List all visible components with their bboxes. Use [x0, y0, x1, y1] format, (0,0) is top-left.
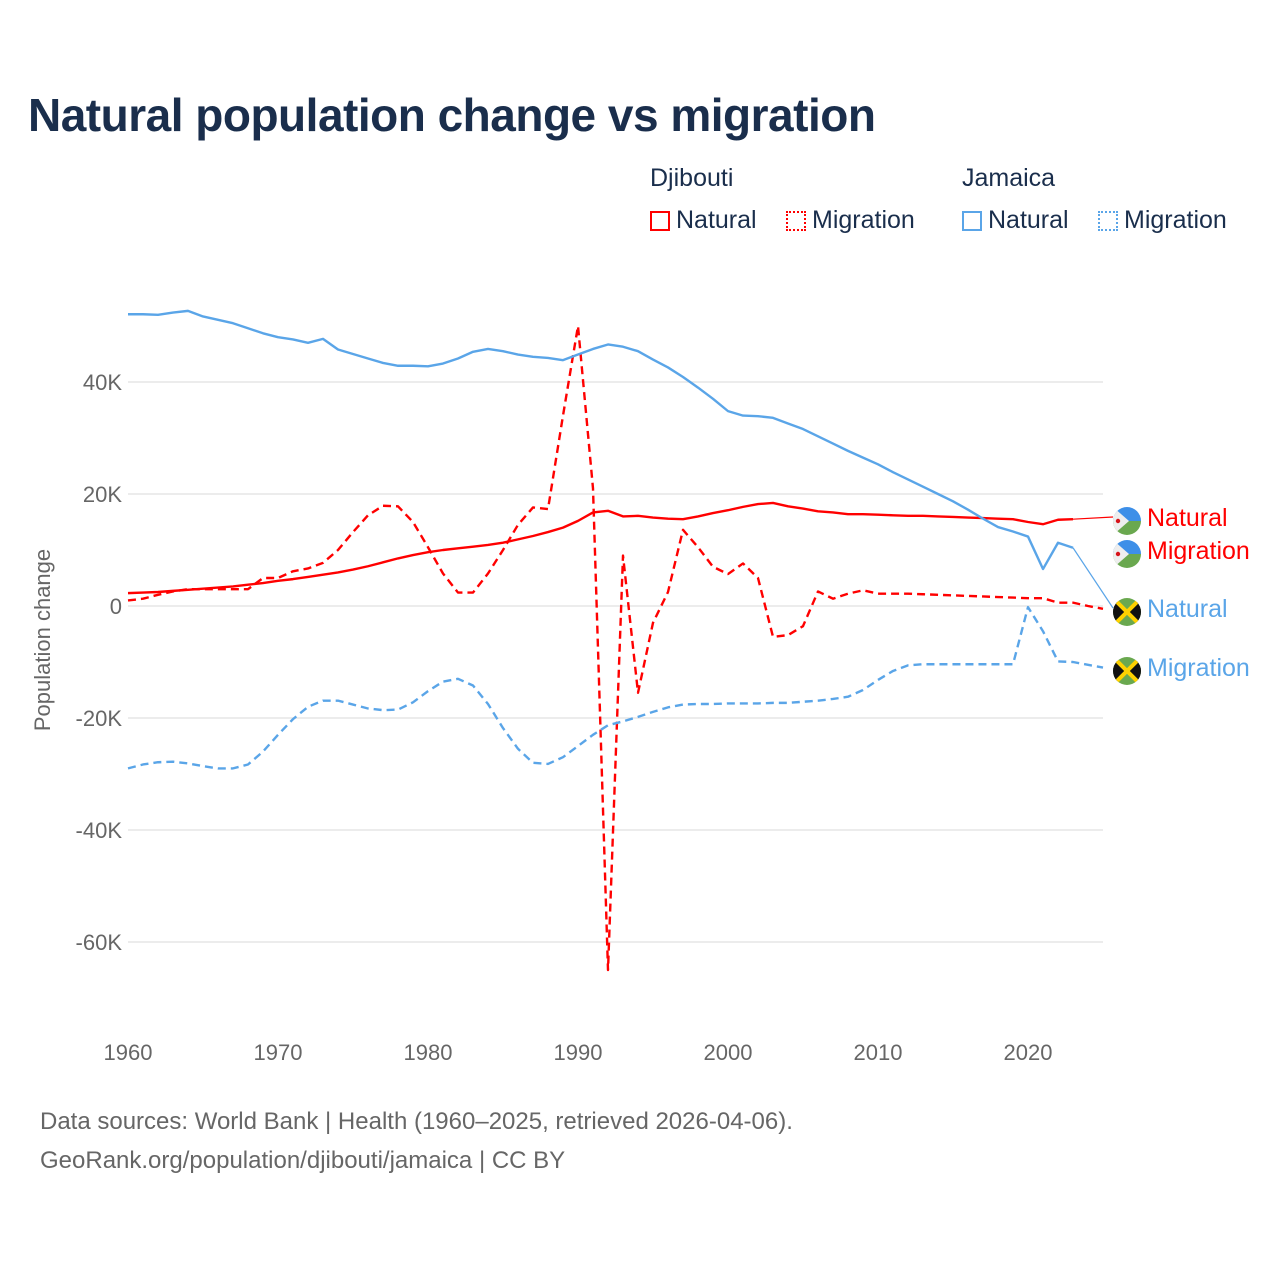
x-tick-label: 2020 — [1004, 1040, 1053, 1065]
x-tick-label: 2010 — [854, 1040, 903, 1065]
source-link[interactable]: GeoRank.org/population/djibouti/jamaica … — [40, 1147, 566, 1174]
legend-jamaica-natural[interactable]: Natural — [962, 206, 1069, 235]
legend-label: Migration — [1124, 206, 1227, 234]
legend-label: Natural — [676, 206, 757, 234]
legend-label: Natural — [988, 206, 1069, 234]
legend-jamaica-migration[interactable]: Migration — [1098, 206, 1227, 235]
y-tick-label: 0 — [110, 594, 122, 619]
x-tick-label: 2000 — [704, 1040, 753, 1065]
end-label-djibouti-natural: Natural — [1147, 504, 1228, 532]
y-tick-label: -20K — [76, 706, 123, 731]
jamaica-flag-icon — [1113, 657, 1141, 685]
end-label-jamaica-natural: Natural — [1147, 595, 1228, 623]
legend-label: Migration — [812, 206, 915, 234]
x-tick-label: 1980 — [404, 1040, 453, 1065]
end-label-jamaica-migration: Migration — [1147, 654, 1250, 682]
legend-djibouti-natural[interactable]: Natural — [650, 206, 757, 235]
x-tick-label: 1990 — [554, 1040, 603, 1065]
legend-swatch-solid-blue — [962, 210, 982, 231]
x-tick-label: 1970 — [254, 1040, 303, 1065]
legend-group-jamaica: Jamaica — [962, 164, 1056, 192]
djibouti-flag-icon — [1113, 540, 1141, 568]
y-tick-label: 40K — [83, 370, 122, 395]
legend-group-djibouti: Djibouti — [650, 164, 734, 192]
jamaica-flag-icon — [1113, 598, 1141, 626]
djibouti-flag-icon — [1113, 507, 1141, 535]
y-tick-label: 20K — [83, 482, 122, 507]
source-note: Data sources: World Bank | Health (1960–… — [40, 1108, 793, 1135]
legend-swatch-solid-red — [650, 210, 670, 231]
legend-swatch-dotted-red — [786, 210, 806, 231]
series-line-djibouti-migration[interactable] — [127, 324, 1104, 972]
label-connector — [1072, 547, 1114, 609]
end-label-djibouti-migration: Migration — [1147, 537, 1250, 565]
y-axis-label: Population change — [30, 549, 55, 731]
series-line-jamaica-migration[interactable] — [127, 605, 1104, 770]
legend-djibouti-migration[interactable]: Migration — [786, 206, 915, 235]
label-connector — [1072, 516, 1114, 520]
y-tick-label: -40K — [76, 818, 123, 843]
chart-title: Natural population change vs migration — [28, 89, 876, 141]
y-tick-label: -60K — [76, 930, 123, 955]
series-line-jamaica-natural[interactable] — [128, 309, 1074, 571]
series-line-djibouti-natural[interactable] — [127, 501, 1074, 595]
x-tick-label: 1960 — [104, 1040, 153, 1065]
legend-swatch-dotted-blue — [1098, 210, 1118, 231]
